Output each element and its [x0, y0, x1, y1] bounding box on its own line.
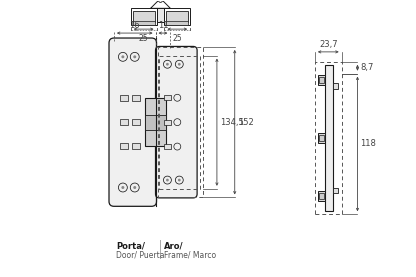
Bar [318, 133, 325, 143]
Bar [156, 8, 164, 22]
Bar [132, 119, 140, 125]
Text: 16: 16 [129, 21, 140, 30]
Bar [315, 62, 342, 214]
Bar [145, 98, 166, 146]
Bar [132, 143, 140, 149]
Bar [325, 65, 333, 211]
Bar [164, 144, 171, 149]
Bar [319, 135, 324, 141]
Text: 23,7: 23,7 [319, 40, 338, 49]
FancyBboxPatch shape [156, 47, 197, 198]
Bar [166, 11, 188, 22]
Text: 25: 25 [139, 34, 149, 43]
Circle shape [121, 186, 124, 189]
Bar [133, 11, 154, 22]
Bar [318, 75, 325, 84]
Bar [120, 119, 128, 125]
Circle shape [166, 63, 169, 66]
Bar [158, 47, 203, 198]
Bar [319, 193, 324, 199]
Circle shape [121, 55, 124, 58]
Circle shape [133, 55, 136, 58]
Circle shape [178, 63, 181, 66]
Bar [164, 95, 171, 100]
Bar [145, 115, 166, 130]
Bar [318, 191, 325, 201]
Text: Aro/: Aro/ [164, 242, 184, 251]
Bar [333, 188, 338, 193]
Bar [164, 8, 190, 25]
Bar [166, 21, 188, 25]
Text: 25: 25 [173, 34, 182, 43]
Text: Frame/ Marco: Frame/ Marco [164, 251, 217, 260]
Bar [319, 77, 324, 83]
Text: Door/ Puerta: Door/ Puerta [116, 251, 164, 260]
Text: 118: 118 [360, 139, 376, 148]
Bar [131, 8, 156, 25]
Bar [164, 120, 171, 125]
Bar [133, 21, 154, 25]
Text: 8,7: 8,7 [360, 63, 374, 72]
Bar [158, 56, 200, 189]
Circle shape [166, 179, 169, 181]
Bar [120, 143, 128, 149]
Text: 134,5: 134,5 [220, 118, 244, 127]
Circle shape [178, 179, 181, 181]
Circle shape [133, 186, 136, 189]
Text: 152: 152 [238, 118, 253, 127]
Bar [120, 96, 128, 101]
Text: Porta/: Porta/ [116, 242, 145, 251]
FancyBboxPatch shape [109, 38, 156, 206]
Text: 11: 11 [158, 21, 168, 30]
Bar [132, 96, 140, 101]
Bar [333, 83, 338, 89]
